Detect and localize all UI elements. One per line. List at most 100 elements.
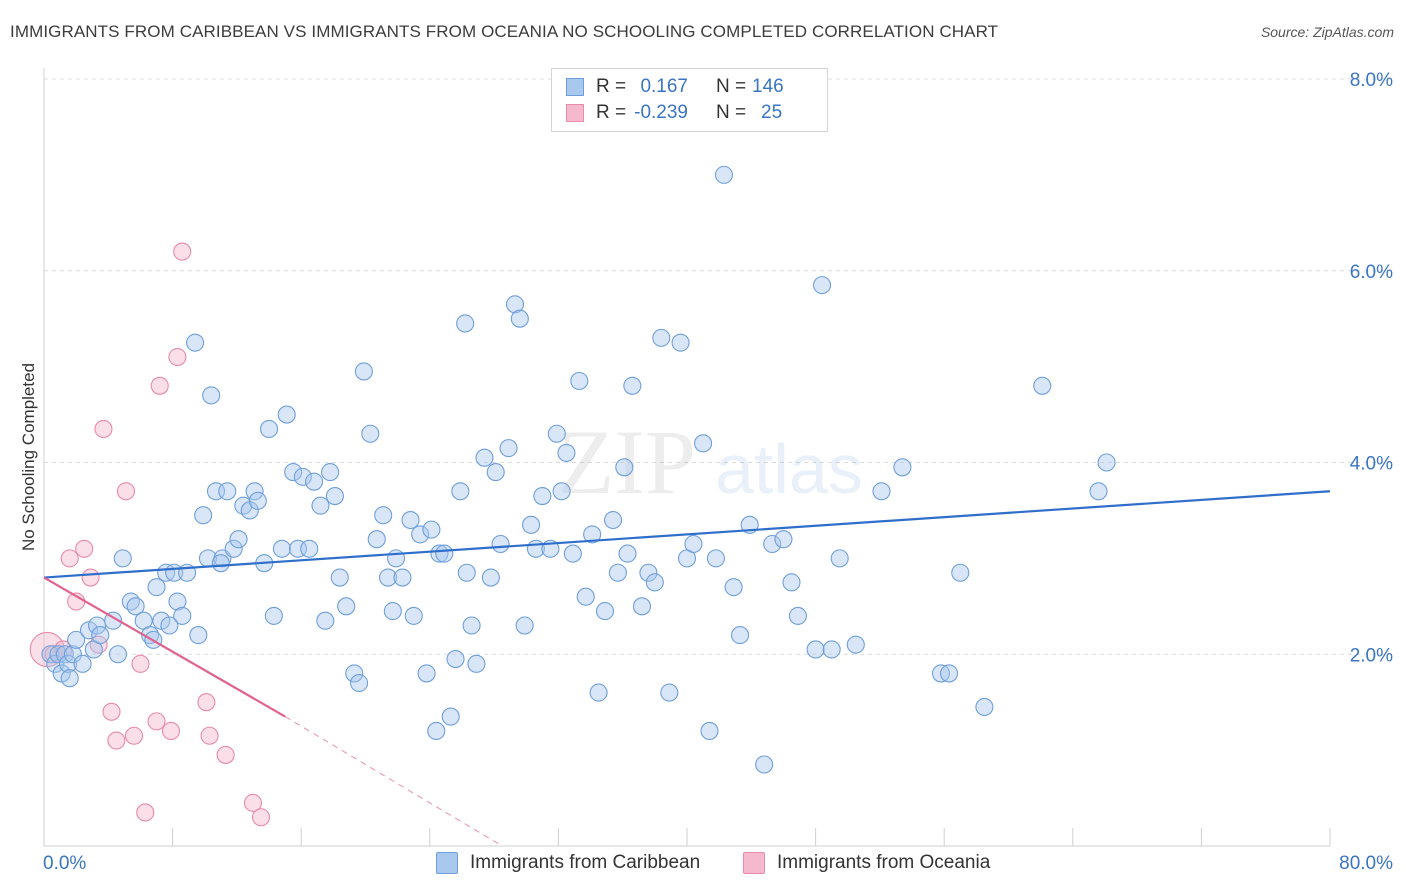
caribbean-point xyxy=(505,295,525,314)
x-tick-labels: 0.0% 80.0% xyxy=(43,853,1393,874)
caribbean-point xyxy=(806,640,825,659)
caribbean-point xyxy=(248,491,267,510)
oceania-trend-line xyxy=(43,576,286,718)
caribbean-point xyxy=(374,506,393,525)
axes xyxy=(43,68,1331,847)
caribbean-point xyxy=(608,563,627,582)
legend-row-caribbean: R = 0.167 N = 146 xyxy=(566,75,792,99)
y-axis-label: No Schooling Completed xyxy=(19,363,38,551)
caribbean-point xyxy=(499,439,518,458)
caribbean-point xyxy=(552,482,571,501)
caribbean-point xyxy=(345,664,364,683)
correlation-legend: R = 0.167 N = 146 R = -0.239 N = 25 xyxy=(551,68,828,132)
legend-n-value: 25 xyxy=(761,102,783,123)
caribbean-point xyxy=(284,463,303,482)
y-tick-labels: 2.0% 4.0% 6.0% 8.0% xyxy=(1350,70,1393,666)
caribbean-point xyxy=(73,654,92,673)
oceania-point xyxy=(147,712,166,731)
caribbean-point xyxy=(533,487,552,506)
caribbean-point xyxy=(430,544,449,563)
caribbean-point xyxy=(724,578,743,597)
caribbean-trend-line xyxy=(43,490,1331,579)
caribbean-point xyxy=(63,645,82,664)
legend-swatch-oceania xyxy=(566,104,584,122)
legend-swatch-oceania xyxy=(743,852,765,874)
caribbean-point xyxy=(427,721,446,741)
caribbean-point xyxy=(547,424,566,443)
caribbean-point xyxy=(49,645,68,664)
caribbean-point xyxy=(229,530,248,549)
caribbean-point xyxy=(277,405,296,424)
caribbean-point xyxy=(189,626,208,645)
caribbean-point xyxy=(202,386,221,405)
caribbean-point xyxy=(305,472,324,491)
caribbean-point xyxy=(59,654,78,673)
caribbean-point xyxy=(104,611,123,630)
legend-r-label: R = xyxy=(596,76,627,97)
caribbean-point xyxy=(515,616,534,635)
caribbean-point xyxy=(367,530,386,549)
source-label: Source: ZipAtlas.com xyxy=(1260,24,1394,40)
caribbean-point xyxy=(604,510,623,530)
caribbean-point xyxy=(812,276,832,295)
oceania-point xyxy=(107,731,126,750)
legend-r-value: -0.239 xyxy=(634,102,688,123)
caribbean-point xyxy=(522,515,541,534)
caribbean-point xyxy=(361,424,380,443)
caribbean-point xyxy=(615,458,634,477)
caribbean-point xyxy=(774,530,793,549)
caribbean-point xyxy=(893,458,912,477)
caribbean-point xyxy=(451,482,470,501)
oceania-point xyxy=(197,693,216,712)
caribbean-point xyxy=(694,434,713,453)
caribbean-point xyxy=(91,626,110,645)
caribbean-point xyxy=(386,549,406,568)
y-tick-label: 6.0% xyxy=(1350,262,1393,283)
caribbean-point xyxy=(113,549,132,568)
oceania-point xyxy=(243,793,263,812)
caribbean-point xyxy=(486,463,505,482)
oceania-point xyxy=(150,376,169,395)
caribbean-point xyxy=(684,534,703,554)
caribbean-point xyxy=(350,673,369,693)
caribbean-point xyxy=(1033,376,1052,395)
caribbean-point xyxy=(456,314,475,333)
oceania-point xyxy=(124,726,144,745)
legend-n-label: N = xyxy=(716,102,747,123)
oceania-point xyxy=(102,702,121,721)
caribbean-point xyxy=(337,597,356,616)
caribbean-point xyxy=(1097,453,1116,472)
caribbean-point xyxy=(645,573,664,592)
legend-n-label: N = xyxy=(716,76,747,97)
oceania-point xyxy=(161,721,181,741)
caribbean-point xyxy=(595,602,615,621)
oceania-trend-extension xyxy=(284,716,503,847)
caribbean-point xyxy=(160,616,179,635)
oceania-point xyxy=(60,549,79,568)
caribbean-point xyxy=(121,592,140,611)
caribbean-point xyxy=(475,448,494,467)
watermark: ZIP atlas xyxy=(558,411,863,513)
caribbean-point xyxy=(671,333,690,352)
caribbean-points xyxy=(41,165,1116,774)
caribbean-point xyxy=(491,534,510,554)
legend-label-oceania: Immigrants from Oceania xyxy=(777,852,991,873)
caribbean-point xyxy=(632,597,652,616)
caribbean-point xyxy=(67,630,86,649)
caribbean-point xyxy=(939,664,959,683)
caribbean-point xyxy=(639,563,658,582)
legend-row-oceania: R = -0.239 N = 25 xyxy=(566,101,801,125)
caribbean-point xyxy=(557,443,576,462)
caribbean-point xyxy=(706,549,725,568)
legend-r-value: 0.167 xyxy=(640,76,688,97)
legend-item-oceania: Immigrants from Oceania xyxy=(743,852,990,874)
oceania-point xyxy=(75,539,94,558)
caribbean-point xyxy=(467,654,486,673)
caribbean-point xyxy=(224,539,243,558)
caribbean-point xyxy=(872,482,891,501)
caribbean-point xyxy=(383,602,402,621)
caribbean-point xyxy=(422,520,441,539)
caribbean-point xyxy=(788,606,807,625)
oceania-point xyxy=(94,419,113,438)
caribbean-point xyxy=(510,309,529,328)
